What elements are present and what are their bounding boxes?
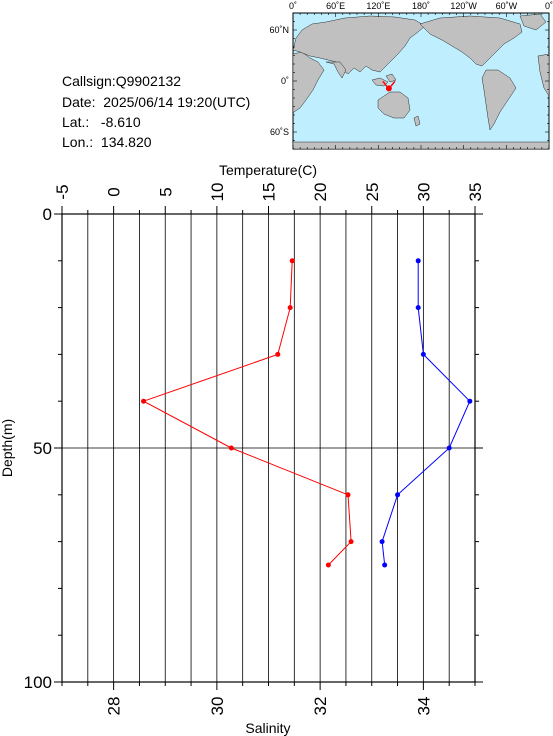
longitude-line: Lon.: 134.820 <box>62 134 152 150</box>
temperature-tick-label: -5 <box>53 184 72 199</box>
temperature-axis-label: Temperature(C) <box>219 162 317 178</box>
callsign-value: Q9902132 <box>115 73 182 89</box>
salinity-axis-ticks: 28 30 32 34 <box>61 682 476 716</box>
australia-landmass <box>377 91 411 119</box>
india-landmass <box>325 61 347 79</box>
salinity-data-point <box>379 539 385 545</box>
depth-axis-ticks: 0 50 100 <box>24 205 483 692</box>
longitude-value: 134.820 <box>100 134 152 150</box>
africa-landmass <box>292 51 325 113</box>
map-longitude-label: 120˚W <box>450 1 477 11</box>
callsign-label: Callsign: <box>62 73 116 89</box>
date-line: Date: 2025/06/14 19:20(UTC) <box>62 94 250 110</box>
islands-landmass <box>371 77 389 87</box>
map-latitude-label: 0˚ <box>281 76 289 86</box>
marker-arrow-line <box>382 80 388 87</box>
salinity-data-point <box>420 351 426 357</box>
temperature-data-point <box>141 398 147 404</box>
salinity-tick-label: 30 <box>208 697 227 716</box>
map-ticks <box>292 12 550 150</box>
map-longitude-label: 120˚E <box>366 1 390 11</box>
temperature-data-point <box>345 492 351 498</box>
grid-lines <box>62 214 475 682</box>
station-marker <box>385 85 392 92</box>
map-longitude-label: 60˚E <box>326 1 345 11</box>
salinity-data-point <box>395 492 401 498</box>
temperature-data-point <box>348 539 354 545</box>
temperature-data-point <box>289 258 295 264</box>
temperature-tick-label: 35 <box>466 183 485 202</box>
callsign-line: Callsign:Q9902132 <box>62 73 181 89</box>
map-latitude-label: 60˚S <box>270 127 289 137</box>
series-layer <box>141 258 473 568</box>
eurasia-landmass <box>292 15 426 75</box>
depth-tick-label: 100 <box>24 673 52 692</box>
depth-tick-label: 50 <box>33 439 52 458</box>
temperature-tick-label: 10 <box>208 183 227 202</box>
temperature-tick-label: 0 <box>105 187 124 196</box>
depth-axis-label: Depth(m) <box>0 419 15 477</box>
latitude-value: -8.610 <box>100 114 141 130</box>
salinity-tick-label: 34 <box>414 697 433 716</box>
map-land <box>292 13 550 150</box>
salinity-data-point <box>415 258 421 264</box>
map-longitude-label: 180˚ <box>412 1 430 11</box>
islands-landmass-2 <box>385 73 397 83</box>
longitude-label: Lon.: <box>62 134 94 150</box>
temperature-tick-label: 20 <box>311 183 330 202</box>
latitude-label: Lat.: <box>62 114 90 130</box>
map-longitude-label: 60˚W <box>496 1 518 11</box>
north-america-landmass <box>419 15 523 67</box>
temperature-tick-label: 25 <box>363 183 382 202</box>
latitude-line: Lat.: -8.610 <box>62 114 141 130</box>
south-america-landmass <box>481 69 517 131</box>
salinity-tick-label: 32 <box>311 697 330 716</box>
marker-arrow-line <box>390 80 396 87</box>
temperature-axis-ticks: -5 0 5 10 15 20 25 30 35 <box>53 183 485 214</box>
temperature-data-point <box>325 562 331 568</box>
temperature-tick-label: 30 <box>414 183 433 202</box>
map-longitude-label: 0˚ <box>545 1 553 11</box>
greenland-landmass <box>519 13 547 31</box>
salinity-data-point <box>467 398 473 404</box>
map-longitude-label: 0˚ <box>289 1 297 11</box>
salinity-data-point <box>415 305 421 311</box>
depth-tick-label: 0 <box>43 205 52 224</box>
map-top-labels: 0˚ 60˚E 120˚E 180˚ 120˚W 60˚W 0˚ <box>289 1 553 11</box>
map-latitude-label: 60˚N <box>269 25 289 35</box>
date-label: Date: <box>62 94 96 110</box>
map-left-labels: 60˚N 0˚ 60˚S <box>269 25 289 137</box>
temperature-tick-label: 5 <box>156 187 175 196</box>
temperature-data-point <box>228 445 234 451</box>
salinity-data-point <box>446 445 452 451</box>
world-map: 0˚ 60˚E 120˚E 180˚ 120˚W 60˚W 0˚ 60˚N 0˚ 60˚S <box>269 1 553 150</box>
temperature-tick-label: 15 <box>260 183 279 202</box>
africa-west-landmass <box>537 53 550 97</box>
temperature-data-point <box>275 351 281 357</box>
salinity-data-point <box>382 562 388 568</box>
newzealand-landmass <box>413 115 421 127</box>
salinity-series-line <box>381 260 471 566</box>
date-value: 2025/06/14 19:20(UTC) <box>103 94 251 110</box>
salinity-axis-label: Salinity <box>245 720 290 736</box>
temperature-data-point <box>287 305 293 311</box>
salinity-tick-label: 28 <box>105 697 124 716</box>
temperature-series-line <box>142 260 352 566</box>
station-marker-arrow <box>382 80 396 87</box>
